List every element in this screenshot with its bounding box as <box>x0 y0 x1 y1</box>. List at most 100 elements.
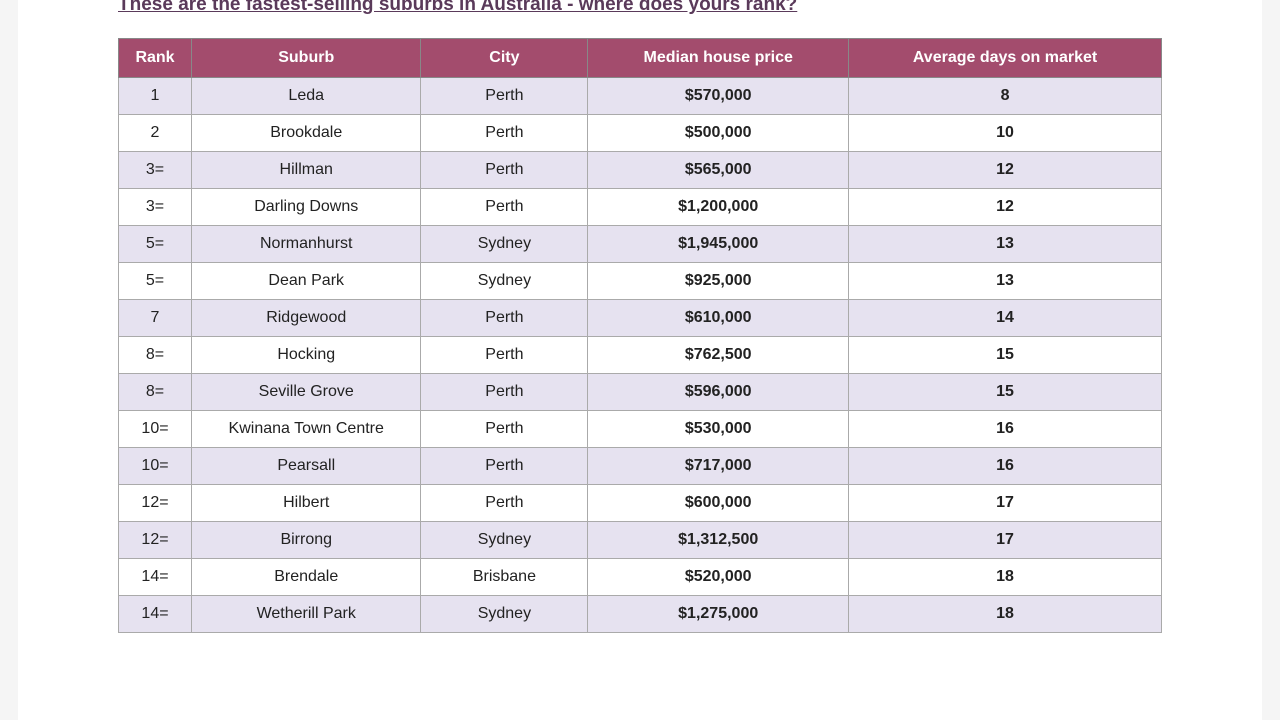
cell-suburb: Brendale <box>192 559 421 596</box>
cell-rank: 12= <box>119 522 192 559</box>
cell-rank: 12= <box>119 485 192 522</box>
cell-days: 15 <box>849 337 1162 374</box>
cell-days: 16 <box>849 448 1162 485</box>
cell-days: 8 <box>849 78 1162 115</box>
cell-price: $1,200,000 <box>588 189 849 226</box>
table-row: 5=Dean ParkSydney$925,00013 <box>119 263 1162 300</box>
cell-city: Brisbane <box>421 559 588 596</box>
suburbs-table: Rank Suburb City Median house price Aver… <box>118 38 1162 633</box>
col-header-rank: Rank <box>119 39 192 78</box>
cell-days: 10 <box>849 115 1162 152</box>
table-body: 1LedaPerth$570,00082BrookdalePerth$500,0… <box>119 78 1162 633</box>
table-row: 2BrookdalePerth$500,00010 <box>119 115 1162 152</box>
cell-days: 12 <box>849 189 1162 226</box>
cell-rank: 8= <box>119 337 192 374</box>
table-row: 10=Kwinana Town CentrePerth$530,00016 <box>119 411 1162 448</box>
cell-rank: 5= <box>119 263 192 300</box>
cell-rank: 10= <box>119 448 192 485</box>
cell-suburb: Ridgewood <box>192 300 421 337</box>
cell-days: 13 <box>849 226 1162 263</box>
col-header-city: City <box>421 39 588 78</box>
cell-city: Perth <box>421 411 588 448</box>
cell-city: Perth <box>421 485 588 522</box>
cell-days: 16 <box>849 411 1162 448</box>
cell-days: 13 <box>849 263 1162 300</box>
cell-price: $520,000 <box>588 559 849 596</box>
cell-days: 18 <box>849 596 1162 633</box>
cell-price: $600,000 <box>588 485 849 522</box>
table-row: 3=Darling DownsPerth$1,200,00012 <box>119 189 1162 226</box>
cell-city: Perth <box>421 337 588 374</box>
cell-suburb: Wetherill Park <box>192 596 421 633</box>
cell-city: Sydney <box>421 596 588 633</box>
cell-rank: 3= <box>119 152 192 189</box>
table-row: 10=PearsallPerth$717,00016 <box>119 448 1162 485</box>
cell-suburb: Leda <box>192 78 421 115</box>
cell-city: Perth <box>421 374 588 411</box>
cell-suburb: Seville Grove <box>192 374 421 411</box>
cell-city: Sydney <box>421 226 588 263</box>
table-row: 5=NormanhurstSydney$1,945,00013 <box>119 226 1162 263</box>
cell-suburb: Birrong <box>192 522 421 559</box>
cell-price: $717,000 <box>588 448 849 485</box>
cell-days: 15 <box>849 374 1162 411</box>
cell-days: 17 <box>849 485 1162 522</box>
cell-suburb: Brookdale <box>192 115 421 152</box>
cell-price: $1,945,000 <box>588 226 849 263</box>
table-row: 12=HilbertPerth$600,00017 <box>119 485 1162 522</box>
cell-rank: 1 <box>119 78 192 115</box>
cell-rank: 10= <box>119 411 192 448</box>
cell-city: Perth <box>421 78 588 115</box>
table-row: 3=HillmanPerth$565,00012 <box>119 152 1162 189</box>
col-header-price: Median house price <box>588 39 849 78</box>
table-row: 12=BirrongSydney$1,312,50017 <box>119 522 1162 559</box>
cell-price: $570,000 <box>588 78 849 115</box>
cell-suburb: Pearsall <box>192 448 421 485</box>
cell-city: Perth <box>421 300 588 337</box>
col-header-days: Average days on market <box>849 39 1162 78</box>
article-title-link[interactable]: These are the fastest-selling suburbs in… <box>118 0 1162 32</box>
cell-days: 17 <box>849 522 1162 559</box>
cell-suburb: Kwinana Town Centre <box>192 411 421 448</box>
cell-price: $500,000 <box>588 115 849 152</box>
cell-suburb: Hocking <box>192 337 421 374</box>
cell-price: $596,000 <box>588 374 849 411</box>
cell-price: $565,000 <box>588 152 849 189</box>
cell-city: Perth <box>421 115 588 152</box>
cell-price: $610,000 <box>588 300 849 337</box>
cell-price: $1,275,000 <box>588 596 849 633</box>
cell-days: 12 <box>849 152 1162 189</box>
cell-suburb: Dean Park <box>192 263 421 300</box>
cell-rank: 2 <box>119 115 192 152</box>
cell-price: $1,312,500 <box>588 522 849 559</box>
cell-rank: 14= <box>119 596 192 633</box>
cell-price: $925,000 <box>588 263 849 300</box>
table-row: 14=Wetherill ParkSydney$1,275,00018 <box>119 596 1162 633</box>
table-header-row: Rank Suburb City Median house price Aver… <box>119 39 1162 78</box>
cell-rank: 5= <box>119 226 192 263</box>
content-wrapper: These are the fastest-selling suburbs in… <box>18 0 1262 720</box>
cell-city: Perth <box>421 448 588 485</box>
cell-suburb: Hilbert <box>192 485 421 522</box>
table-row: 8=Seville GrovePerth$596,00015 <box>119 374 1162 411</box>
cell-days: 14 <box>849 300 1162 337</box>
cell-city: Perth <box>421 152 588 189</box>
cell-price: $530,000 <box>588 411 849 448</box>
cell-city: Sydney <box>421 522 588 559</box>
table-row: 14=BrendaleBrisbane$520,00018 <box>119 559 1162 596</box>
table-row: 7RidgewoodPerth$610,00014 <box>119 300 1162 337</box>
cell-suburb: Darling Downs <box>192 189 421 226</box>
col-header-suburb: Suburb <box>192 39 421 78</box>
table-row: 1LedaPerth$570,0008 <box>119 78 1162 115</box>
cell-rank: 3= <box>119 189 192 226</box>
cell-rank: 7 <box>119 300 192 337</box>
cell-rank: 14= <box>119 559 192 596</box>
cell-suburb: Normanhurst <box>192 226 421 263</box>
cell-price: $762,500 <box>588 337 849 374</box>
cell-city: Perth <box>421 189 588 226</box>
cell-days: 18 <box>849 559 1162 596</box>
cell-city: Sydney <box>421 263 588 300</box>
cell-suburb: Hillman <box>192 152 421 189</box>
table-row: 8=HockingPerth$762,50015 <box>119 337 1162 374</box>
cell-rank: 8= <box>119 374 192 411</box>
